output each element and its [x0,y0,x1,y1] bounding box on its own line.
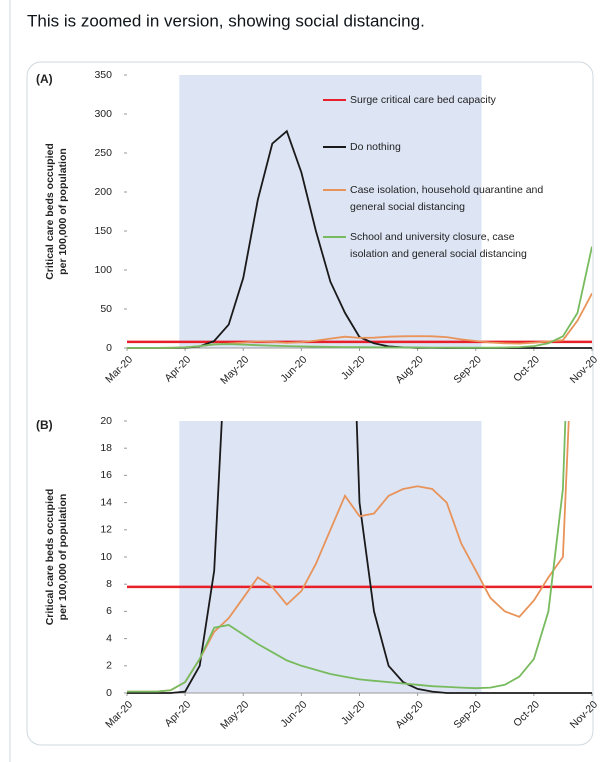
series-line [127,246,592,349]
y-tick-label: 8 [106,578,112,590]
y-tick-label: 250 [94,147,112,159]
legend-entry-line: School and university closure, case [350,231,515,243]
y-tick-label: 0 [106,342,112,354]
charts: (A)Critical care beds occupiedper 100,00… [36,69,600,732]
y-tick-label: 4 [106,632,112,644]
legend-entry: Surge critical care bed capacity [350,94,497,106]
legend-entry: Case isolation, household quarantine and… [350,184,543,213]
y-tick-label: 12 [100,524,112,536]
tweet-text: This is zoomed in version, showing socia… [27,11,425,30]
panel-label: (B) [36,418,53,432]
y-tick-label: 18 [100,442,112,454]
y-axis-label-line: per 100,000 of population [57,494,69,621]
y-axis-label-line: per 100,000 of population [57,148,69,275]
y-tick-label: 200 [94,186,112,198]
y-tick-label: 2 [106,660,112,672]
legend-entry-line: Do nothing [350,141,401,153]
y-axis-label: Critical care beds occupiedper 100,000 o… [44,143,69,280]
y-tick-label: 20 [100,415,112,427]
legend-entry-line: general social distancing [350,201,465,213]
y-axis-label-line: Critical care beds occupied [44,143,56,280]
y-tick-label: 100 [94,264,112,276]
y-tick-label: 150 [94,225,112,237]
y-tick-label: 10 [100,551,112,563]
y-tick-label: 16 [100,469,112,481]
series-line [127,421,567,693]
intervention-shade [179,421,482,693]
y-axis-label: Critical care beds occupiedper 100,000 o… [44,489,69,626]
legend-entry: School and university closure, case isola… [350,231,527,260]
y-axis-label-line: Critical care beds occupied [44,489,56,626]
y-tick-label: 14 [100,496,112,508]
legend-entry-line: Case isolation, household quarantine and [350,184,543,196]
y-tick-label: 0 [106,687,112,699]
series-line [127,421,592,694]
legend-entry-line: Surge critical care bed capacity [350,94,497,106]
panel-label: (A) [36,72,53,86]
intervention-shade [179,75,482,348]
y-tick-label: 300 [94,108,112,120]
legend-entry-line: isolation and general social distancing [350,248,527,260]
y-tick-label: 6 [106,605,112,617]
y-tick-label: 350 [94,69,112,81]
legend-entry: Do nothing [350,141,401,153]
y-tick-label: 50 [100,303,112,315]
